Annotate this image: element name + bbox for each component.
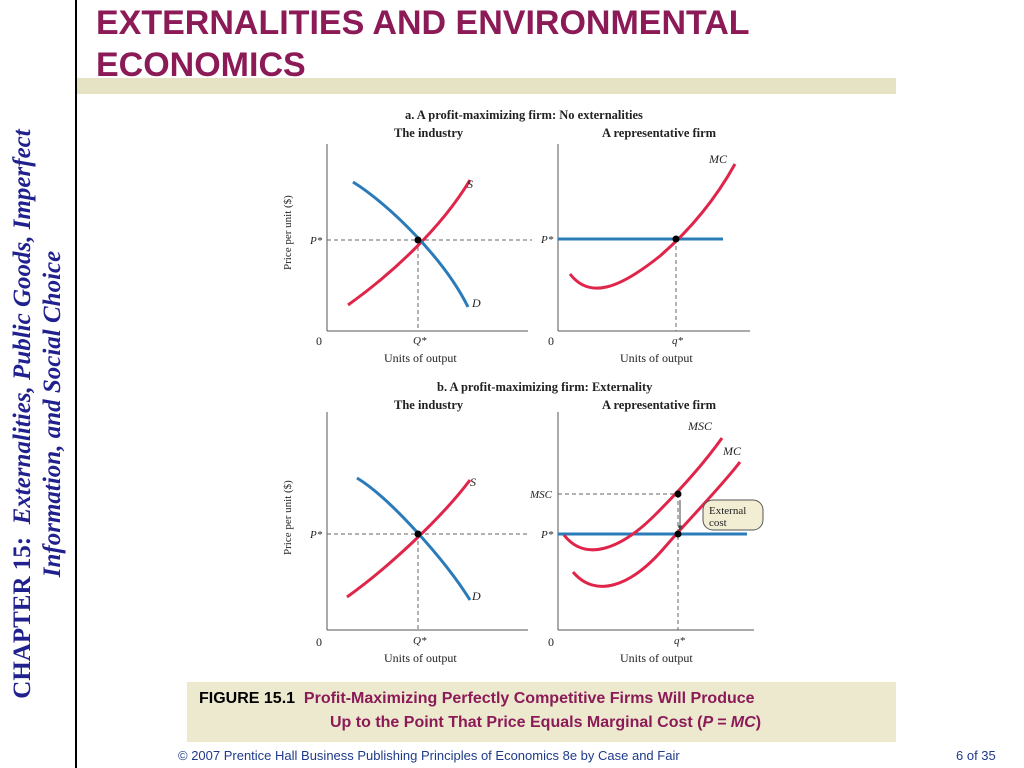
panel-b-msc-curve — [562, 437, 724, 552]
panel-a-supply-label: S — [467, 177, 473, 191]
caption-line2: Up to the Point That Price Equals Margin… — [330, 714, 761, 732]
panel-a-industry-price-label: P* — [309, 235, 323, 247]
panel-b-supply-label: S — [470, 475, 476, 489]
title-underline-band — [77, 78, 896, 94]
panel-a-firm-zero: 0 — [548, 334, 554, 348]
figure-number: FIGURE 15.1 — [199, 690, 296, 707]
panel-b-msc-axis-label: MSC — [529, 489, 553, 501]
external-cost-label-line2: cost — [709, 517, 727, 529]
panel-a-supply-curve — [347, 179, 472, 307]
panel-b-firm-zero: 0 — [548, 635, 554, 649]
caption-line1: FIGURE 15.1 Profit-Maximizing Perfectly … — [199, 690, 755, 708]
panel-a-demand-curve — [352, 180, 470, 308]
panel-b-firm-label: A representative firm — [602, 398, 717, 412]
panel-a-industry-zero: 0 — [316, 334, 322, 348]
panel-b-equilibrium-point — [414, 530, 422, 538]
panel-b-industry-zero: 0 — [316, 635, 322, 649]
panel-b-demand-curve — [356, 476, 472, 601]
panel-a-title: a. A profit-maximizing firm: No external… — [405, 108, 643, 122]
caption-formula: P = MC — [702, 714, 756, 731]
panel-a-firm-quantity-label: q* — [672, 335, 684, 347]
panel-b-demand-label: D — [471, 589, 481, 603]
chapter-sidebar: CHAPTER 15: Externalities, Public Goods,… — [8, 82, 72, 746]
chapter-title-line2: Information, and Social Choice — [39, 250, 66, 578]
panel-b-msc-curve-label: MSC — [687, 419, 713, 433]
panel-b-industry-label: The industry — [394, 398, 464, 412]
chapter-title-line1: Externalities, Public Goods, Imperfect — [9, 129, 36, 525]
panel-b-industry-price-label: P* — [309, 529, 323, 541]
slide-title-line1: EXTERNALITIES AND ENVIRONMENTAL — [96, 4, 750, 42]
panel-b-title: b. A profit-maximizing firm: Externality — [437, 380, 653, 394]
panel-a-y-axis-label: Price per unit ($) — [282, 195, 294, 270]
panel-b-firm-x-label: Units of output — [620, 651, 693, 665]
panel-b-industry-quantity-label: Q* — [413, 635, 427, 647]
figure-caption: FIGURE 15.1 Profit-Maximizing Perfectly … — [187, 682, 896, 742]
slide-title: EXTERNALITIES AND ENVIRONMENTAL ECONOMIC… — [96, 2, 896, 86]
panel-a-industry-quantity-label: Q* — [413, 335, 427, 347]
panel-a-industry-label: The industry — [394, 126, 464, 140]
panel-b-industry-x-label: Units of output — [384, 651, 457, 665]
caption-text-line1: Profit-Maximizing Perfectly Competitive … — [303, 690, 755, 707]
panel-a-firm-x-label: Units of output — [620, 351, 693, 365]
panel-a-mc-label: MC — [708, 152, 728, 166]
caption-close-paren: ) — [755, 714, 762, 731]
panel-a-firm-price-label: P* — [540, 234, 554, 246]
panel-a-industry-x-label: Units of output — [384, 351, 457, 365]
chapter-label: CHAPTER 15: — [9, 536, 36, 699]
panel-a-mc-curve — [568, 163, 737, 290]
panel-a-equilibrium-point — [414, 236, 422, 244]
externality-diagram: a. A profit-maximizing firm: No external… — [282, 108, 764, 665]
panel-b-mc-curve — [571, 461, 742, 588]
sidebar-divider — [75, 0, 77, 768]
slide-title-line2: ECONOMICS — [96, 46, 306, 84]
chapter-title: CHAPTER 15: Externalities, Public Goods,… — [8, 82, 72, 746]
panel-a-industry-axes — [326, 144, 528, 332]
external-cost-callout — [702, 499, 764, 531]
panel-b-firm-price-label: P* — [540, 529, 554, 541]
page-number: 6 of 35 — [956, 748, 996, 763]
caption-text-line2: Up to the Point That Price Equals Margin… — [330, 714, 703, 731]
panel-b-mc-point — [674, 530, 682, 538]
panel-b-firm-axes — [557, 412, 754, 631]
panel-b-y-axis-label: Price per unit ($) — [282, 480, 294, 555]
panel-b-industry-axes — [326, 412, 528, 631]
panel-b-supply-curve — [346, 479, 472, 599]
panel-a-firm-label: A representative firm — [602, 126, 717, 140]
panel-a-demand-label: D — [471, 296, 481, 310]
external-cost-label-line1: External — [709, 505, 746, 517]
panel-b-msc-point — [674, 490, 682, 498]
panel-a-firm-optimum-point — [672, 235, 680, 243]
footer-credit: © 2007 Prentice Hall Business Publishing… — [178, 748, 680, 763]
panel-b-firm-quantity-label: q* — [674, 635, 686, 647]
panel-b-mc-curve-label: MC — [722, 444, 742, 458]
